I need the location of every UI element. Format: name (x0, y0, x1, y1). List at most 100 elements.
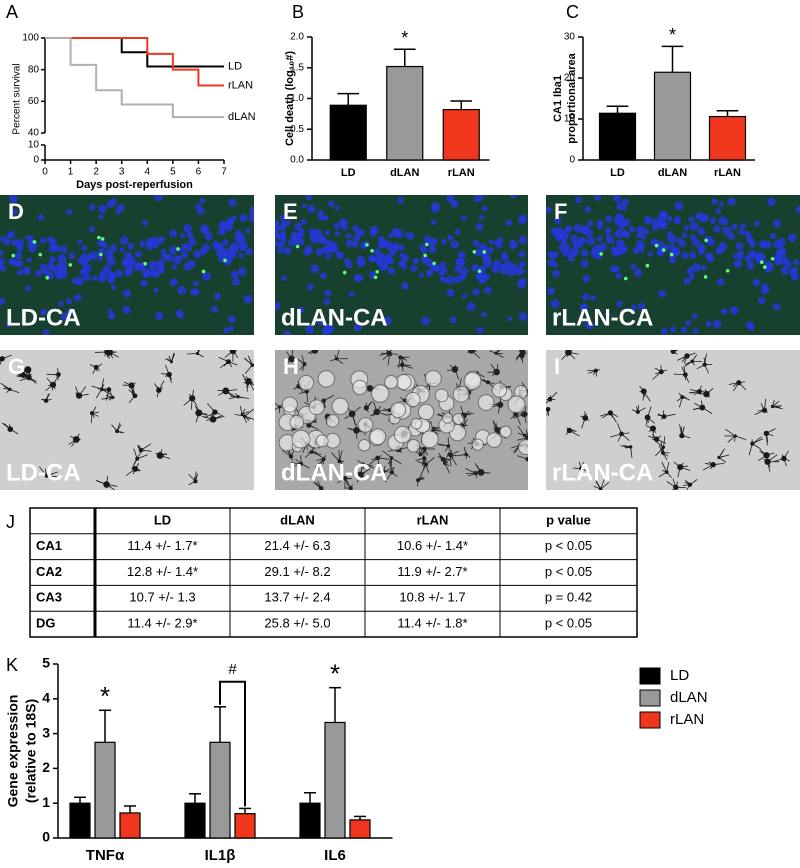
nucleus (187, 259, 196, 269)
nucleus (643, 215, 653, 225)
cell-process (293, 385, 300, 390)
nucleus (668, 255, 677, 264)
cell-process (197, 350, 199, 354)
nucleus (305, 325, 315, 334)
marker-cell (68, 263, 73, 267)
nucleus (370, 225, 379, 235)
cell-process (25, 369, 29, 380)
marker-cell (223, 258, 227, 263)
cell-process (487, 381, 495, 385)
nucleus (296, 228, 306, 237)
cell-process (183, 398, 193, 406)
table-cell: 11.4 +/- 1.8* (397, 616, 467, 631)
nucleus (249, 215, 254, 223)
cell-process (109, 351, 119, 358)
cell-process (422, 458, 427, 465)
cell-process (19, 377, 30, 382)
nucleus (620, 229, 629, 238)
nucleus (295, 237, 305, 246)
cell-process (772, 400, 780, 407)
nucleus (88, 226, 95, 233)
table-row-label: CA1 (36, 538, 62, 553)
cell-process (197, 353, 204, 358)
cell-process (520, 350, 523, 352)
cell-process (244, 415, 251, 420)
nucleus (17, 243, 24, 250)
nucleus (720, 308, 728, 315)
cell-process (660, 441, 664, 453)
nucleus (598, 242, 608, 252)
cell-process (291, 358, 298, 364)
cell-process (425, 456, 435, 465)
cell-process (704, 389, 707, 395)
nucleus (115, 209, 122, 215)
y-tick-label: 5 (42, 655, 50, 671)
nucleus (352, 225, 360, 232)
nucleus (285, 219, 291, 226)
marker-cell (759, 260, 764, 265)
cell-process (314, 350, 316, 351)
cell-process (617, 423, 622, 435)
nucleus (441, 238, 447, 245)
nucleus (426, 271, 433, 277)
cell-process (689, 479, 698, 485)
nucleus (318, 214, 324, 221)
cell-process (70, 435, 77, 440)
cell-process (766, 428, 776, 434)
cell-body (395, 373, 412, 391)
cell-body (289, 415, 305, 430)
cell-process (621, 432, 630, 435)
cell-process (666, 461, 670, 473)
nucleus (202, 243, 211, 252)
nucleus (124, 251, 132, 260)
cell-process (772, 405, 782, 407)
annotation: * (330, 659, 340, 689)
cell-process (473, 470, 482, 473)
nucleus (140, 279, 148, 287)
nucleus (345, 260, 353, 269)
cell-process (379, 352, 389, 356)
x-tick-label: rLAN (448, 167, 475, 179)
nucleus (581, 293, 590, 301)
cell-process (702, 407, 713, 414)
cell-process (512, 413, 525, 419)
cell-process (684, 360, 693, 366)
cell-process (527, 457, 528, 460)
cell-process (134, 463, 140, 470)
nucleus (450, 240, 459, 249)
cell-process (295, 459, 302, 465)
cell-process (105, 350, 108, 353)
nucleus (320, 237, 328, 245)
cell-process (752, 443, 761, 450)
cell-process (391, 457, 402, 465)
nucleus (772, 219, 781, 228)
cell-body (477, 394, 495, 411)
cell-process (701, 400, 703, 408)
nucleus (509, 241, 518, 250)
cell-process (691, 361, 695, 366)
y-axis-label: proportional area (566, 52, 578, 143)
table-cell: 21.4 +/- 6.3 (264, 538, 330, 553)
cell-process (9, 424, 11, 430)
nucleus (6, 322, 12, 328)
nucleus (352, 234, 361, 242)
cell-process (371, 457, 378, 461)
cell-process (398, 357, 401, 369)
nucleus (8, 258, 15, 265)
cell-process (527, 437, 528, 439)
cell-process (738, 381, 745, 384)
nucleus (152, 240, 160, 249)
nucleus (518, 235, 528, 245)
cell-process (420, 464, 427, 476)
cell-process (566, 352, 569, 358)
nucleus (399, 252, 405, 259)
nucleus (226, 217, 234, 226)
nucleus (718, 201, 724, 207)
cell-process (244, 408, 254, 417)
cell-process (336, 350, 340, 359)
y-tick-label: 60 (28, 96, 40, 107)
cell-body (442, 412, 454, 424)
micrograph (546, 350, 800, 490)
cell-process (57, 368, 59, 375)
y-tick-label: 0 (42, 829, 50, 845)
